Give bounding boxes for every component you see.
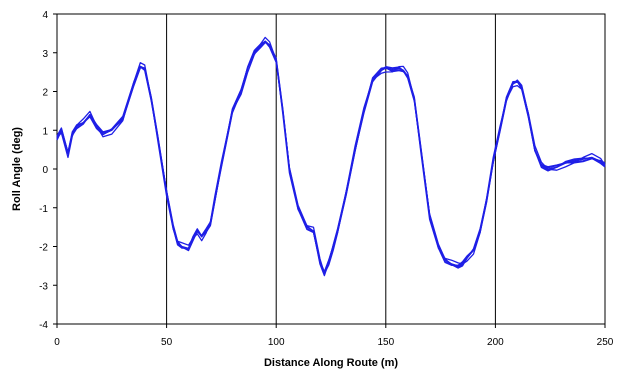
x-axis-label: Distance Along Route (m) (264, 357, 398, 369)
series-line-run-6 (56, 40, 606, 276)
data-lines (56, 36, 606, 277)
y-tick-label: -4 (39, 320, 48, 331)
x-tick-label: 100 (268, 337, 285, 348)
x-axis-ticks: 0 50 100 150 200 250 (54, 324, 614, 348)
x-tick-label: 200 (487, 337, 504, 348)
plot-area (56, 13, 606, 325)
y-tick-label: 1 (42, 126, 48, 137)
y-axis-ticks: -4 -3 -2 -1 0 1 2 3 4 (39, 10, 57, 331)
x-tick-label: 50 (161, 337, 173, 348)
y-tick-label: -3 (39, 281, 48, 292)
x-tick-label: 250 (597, 337, 614, 348)
y-tick-label: -2 (39, 243, 48, 254)
y-tick-label: -1 (39, 204, 48, 215)
y-tick-label: 4 (42, 10, 48, 21)
x-tick-label: 0 (54, 337, 60, 348)
y-axis-label: Roll Angle (deg) (11, 127, 23, 211)
y-tick-label: 3 (42, 49, 48, 60)
x-tick-label: 150 (377, 337, 394, 348)
y-tick-label: 0 (42, 165, 48, 176)
y-tick-label: 2 (42, 88, 48, 99)
